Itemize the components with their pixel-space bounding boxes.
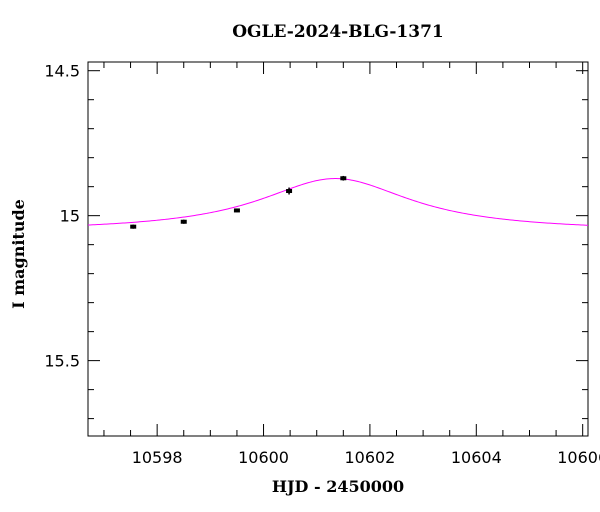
data-point: [340, 175, 347, 181]
y-axis-label: I magnitude: [9, 199, 28, 309]
x-tick-label: 10602: [344, 448, 395, 467]
data-point: [130, 224, 137, 229]
data-point: [286, 187, 293, 195]
model-curve: [88, 178, 588, 226]
y-tick-label: 15.5: [44, 352, 80, 371]
tick-labels: 10598 10600 10602 10604 10606 14.5 15 15.5: [44, 62, 600, 467]
plot-frame-box: [87, 61, 589, 437]
y-tick-label: 14.5: [44, 62, 80, 81]
chart-title: OGLE-2024-BLG-1371: [232, 22, 444, 42]
x-tick-label: 10606: [557, 448, 600, 467]
axis-ticks: [88, 62, 588, 436]
data-marker: [340, 176, 347, 181]
data-point: [180, 219, 187, 224]
data-point: [233, 208, 240, 213]
data-marker: [180, 219, 187, 224]
y-tick-label: 15: [60, 207, 80, 226]
x-tick-label: 10604: [451, 448, 502, 467]
data-points-group: [130, 175, 347, 229]
x-tick-label: 10598: [132, 448, 183, 467]
data-marker: [286, 189, 293, 194]
model-curve-group: [88, 178, 588, 226]
data-marker: [233, 208, 240, 213]
data-marker: [130, 224, 137, 229]
x-axis-label: HJD - 2450000: [272, 477, 404, 496]
x-tick-label: 10600: [238, 448, 289, 467]
plot-frame: [87, 61, 589, 437]
